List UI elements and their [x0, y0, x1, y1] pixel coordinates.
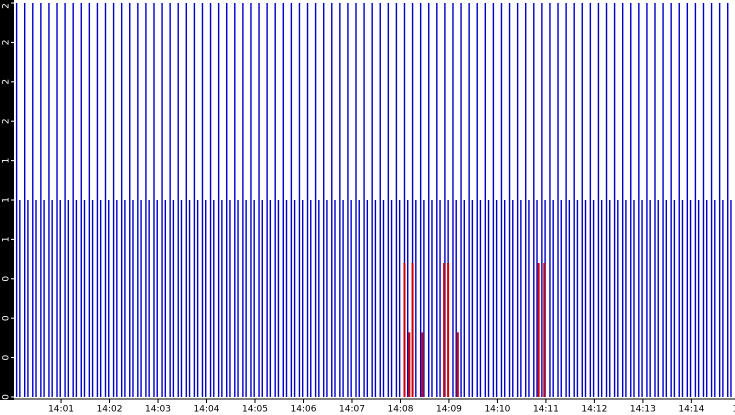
y-tick-label: 1 — [2, 237, 12, 243]
x-tick-label: 14:02 — [97, 405, 123, 415]
x-tick-label: 14:14 — [678, 405, 704, 415]
y-axis-band — [0, 0, 14, 400]
y-tick-label: 0 — [2, 276, 12, 282]
x-tick-label: 14:08 — [387, 405, 413, 415]
y-tick-label: 2 — [2, 3, 12, 9]
y-tick-label: 2 — [2, 40, 12, 46]
x-tick-label: 14:11 — [533, 405, 559, 415]
x-tick-label: 14:09 — [436, 405, 462, 415]
x-tick-label: 14:03 — [145, 405, 171, 415]
y-tick-label: 2 — [2, 79, 12, 85]
x-tick-label: 14:12 — [581, 405, 607, 415]
x-tick-label: 14:07 — [339, 405, 365, 415]
x-tick-label: 14:13 — [630, 405, 656, 415]
x-tick-label: 14:10 — [484, 405, 510, 415]
y-tick-label: 0 — [2, 354, 12, 360]
y-tick-label: 1 — [2, 197, 12, 203]
x-tick-label: 14:04 — [194, 405, 220, 415]
y-tick-label: 2 — [2, 118, 12, 124]
x-tick-label: 14:01 — [48, 405, 74, 415]
y-tick-label: 1 — [2, 158, 12, 164]
y-tick-label: 0 — [2, 394, 12, 400]
y-tick-label: 0 — [2, 315, 12, 321]
x-tick-label: 14:05 — [242, 405, 268, 415]
x-tick-label: 14: — [733, 405, 735, 415]
x-tick-label: 14:06 — [291, 405, 317, 415]
